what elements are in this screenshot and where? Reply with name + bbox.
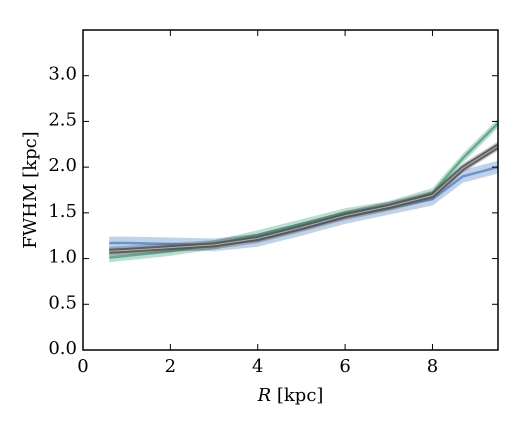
- x-tick-label: 2: [165, 356, 176, 377]
- x-tick-label: 6: [339, 356, 350, 377]
- y-tick-label: 0.0: [48, 338, 77, 359]
- y-tick-label: 1.5: [48, 201, 77, 222]
- y-axis-label: FWHM [kpc]: [20, 131, 41, 248]
- series-3-highlight: [109, 145, 498, 252]
- x-tick-label: 8: [427, 356, 438, 377]
- series-2-line: [109, 122, 498, 259]
- x-tick-label: 4: [252, 356, 263, 377]
- plot-frame: [82, 29, 499, 351]
- x-axis-label: R [kpc]: [257, 385, 324, 406]
- x-axis-label-unit: [kpc]: [271, 385, 323, 406]
- y-tick-label: 2.5: [48, 109, 77, 130]
- series-layer: [109, 118, 498, 263]
- series-1-band: [109, 160, 498, 252]
- y-tick-label: 0.5: [48, 292, 77, 313]
- x-axis-label-variable: R: [257, 385, 272, 406]
- y-tick-label: 1.0: [48, 247, 77, 268]
- y-tick-label: 3.0: [48, 64, 77, 85]
- y-tick-label: 2.0: [48, 155, 77, 176]
- ticks-layer: 0 2 4 6 8 0.0 0.5 1.0 1.5 2.0 2.5 3.0: [48, 30, 498, 377]
- x-tick-label: 0: [77, 356, 88, 377]
